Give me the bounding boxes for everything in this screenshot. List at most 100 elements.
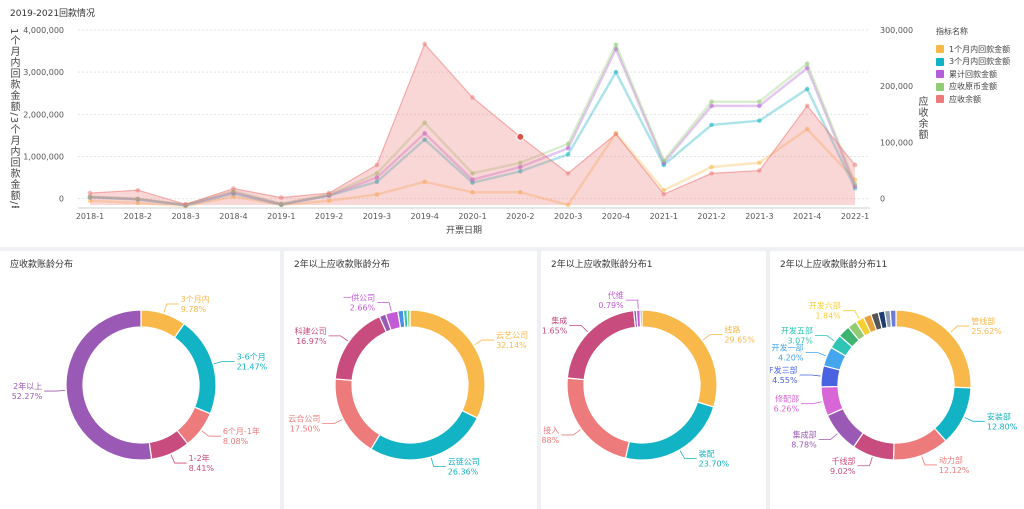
pie-slice-percent: 52.27% [12, 392, 43, 401]
legend-item[interactable]: 1个月内回款金额 [936, 43, 1010, 56]
series-point [804, 65, 810, 71]
x-axis-title: 开票日期 [446, 226, 483, 236]
series-point [87, 194, 93, 199]
series-point [804, 126, 810, 132]
left-axis-title: 1个月内回款金额/3个月内回款金额/累计... [8, 28, 19, 208]
right-axis-title: 应收余额 [916, 96, 927, 140]
series-point [852, 181, 858, 187]
pie-slice-percent: 32.14% [496, 341, 527, 350]
series-point [422, 137, 427, 142]
pie-slice-label: 3-6个月 [237, 352, 266, 361]
series-point [613, 131, 619, 137]
pie-slice-percent: 29.65% [724, 335, 755, 344]
series-point [87, 190, 93, 196]
pie-slice-percent: 22.88% [541, 436, 560, 445]
series-point [661, 158, 667, 164]
pie-slice-percent: 26.36% [448, 468, 479, 477]
pie-slice-percent: 23.70% [699, 460, 730, 469]
pie-slice-percent: 12.12% [939, 466, 970, 475]
pie-slice [889, 309, 897, 328]
pie-slice [566, 309, 637, 381]
x-tick-label: 2020-3 [554, 212, 582, 221]
legend-item[interactable]: 3个月内回款金额 [936, 56, 1010, 69]
company-pie-panel: 2年以上应收款账龄分布 云艺公司 32.14% 云链公司 26.36% 云合公司 17.5… [284, 251, 537, 509]
pie-slice-label: 云链公司 [448, 457, 480, 467]
series-point [613, 69, 619, 75]
series-point [278, 201, 284, 207]
pie-leader-line [805, 352, 826, 357]
pie-title: 2年以上应收款账龄分布11 [780, 260, 888, 270]
pie-slice-percent: 0.79% [598, 301, 624, 310]
series-point [852, 162, 858, 168]
x-tick-label: 2021-4 [793, 212, 821, 221]
series-point [565, 171, 571, 176]
series-point [422, 131, 427, 136]
pie-leader-line [213, 360, 235, 365]
series-point [565, 202, 571, 208]
pie-leader-line [328, 335, 349, 342]
right-tick-label: 0 [880, 195, 885, 204]
legend-item[interactable]: 累计回款金额 [936, 68, 1010, 81]
pie-slice-percent: 21.47% [237, 362, 268, 371]
x-tick-label: 2022-1 [841, 212, 869, 221]
series-point [757, 160, 762, 166]
x-tick-label: 2021-3 [745, 212, 773, 221]
legend-item[interactable]: 应收原币金额 [936, 81, 1010, 94]
pie-title: 2年以上应收款账龄分布 [294, 260, 390, 270]
pie-slice-percent: 21.65% [541, 326, 568, 335]
pie-slice [334, 378, 381, 450]
series-point [709, 122, 714, 128]
series-point [757, 118, 762, 123]
trend-line-chart: 0 1,000,000 2,000,000 3,000,000 4,000,000 0 10… [23, 26, 913, 221]
pie-leader-line [702, 334, 723, 341]
x-tick-label: 2020-4 [602, 212, 630, 221]
series-point [470, 177, 475, 182]
pie-leader-line [842, 310, 860, 319]
x-tick-label: 2019-3 [363, 212, 391, 221]
pie-leader-line [814, 335, 835, 342]
pie-slice [406, 309, 411, 328]
right-tick-label: 100,000 [880, 138, 913, 147]
legend-label: 1个月内回款金额 [949, 44, 1011, 54]
x-tick-label: 2019-1 [267, 212, 295, 221]
legend-title: 指标名称 [936, 27, 968, 36]
pie-slice-label: F发三部 [770, 365, 798, 375]
pie-slice-label: 管线部 [971, 316, 995, 326]
pie-slice-label: 装配 [699, 449, 715, 459]
pie-slice-label: 3个月内 [181, 294, 210, 304]
series-point [661, 187, 667, 193]
pie-slice-percent: 3.07% [787, 337, 813, 346]
series-point [518, 160, 523, 166]
pie-slice-label: 科建公司 [295, 326, 327, 336]
pie-title: 应收款账龄分布 [10, 260, 74, 270]
pie-slice-label: 6个月-1年 [223, 426, 260, 436]
pie-slice-label: 安装部 [987, 411, 1011, 421]
pie-slice [370, 409, 479, 461]
pie-leader-line [163, 303, 179, 313]
series-point [804, 61, 810, 67]
pie-leader-line [561, 429, 581, 436]
right-tick-label: 300,000 [880, 26, 913, 35]
left-tick-label: 3,000,000 [23, 68, 64, 77]
series-point [565, 145, 571, 151]
series-point [374, 192, 380, 197]
pie-slice-label: 2年以上 [13, 381, 42, 391]
pie-slice [639, 309, 643, 328]
pie-slice-percent: 1.84% [815, 312, 841, 321]
legend-swatch [936, 57, 944, 66]
trend-chart-title: 2019-2021回款情况 [10, 9, 96, 19]
pie-slice-percent: 8.78% [791, 440, 817, 449]
pie-slice-label: 云合公司 [288, 414, 320, 424]
pie-slice-percent: 4.55% [772, 376, 798, 385]
legend-item[interactable]: 应收余额 [936, 93, 1010, 106]
legend-label: 3个月内回款金额 [949, 57, 1011, 67]
pie-slice-percent: 17.50% [290, 425, 321, 434]
pie-leader-line [474, 339, 495, 346]
pie-slice [173, 322, 217, 415]
series-point [374, 179, 380, 185]
pie-leader-line [799, 374, 821, 377]
